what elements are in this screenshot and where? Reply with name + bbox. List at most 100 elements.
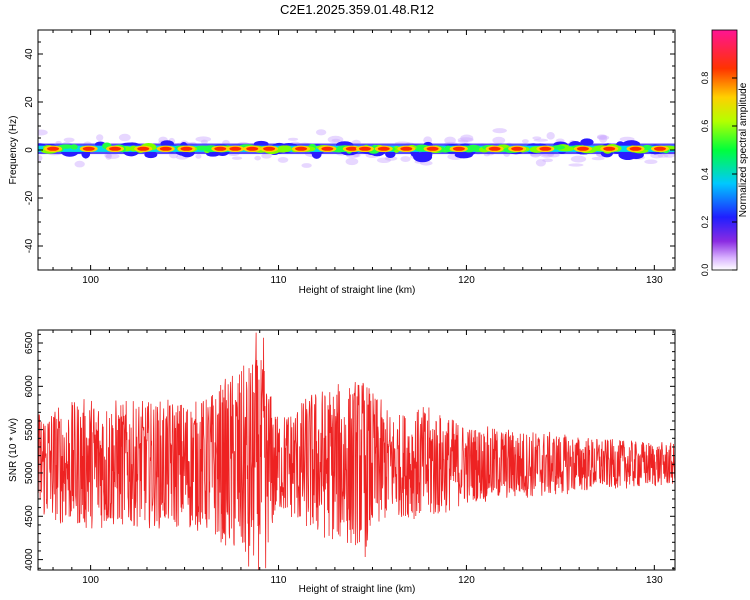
colorbar-tick-label: 0.4: [700, 168, 710, 181]
spectrogram-core-blob: [444, 145, 451, 152]
snr-xlabel: Height of straight line (km): [299, 584, 416, 595]
colorbar-tick-label: 0.8: [700, 72, 710, 85]
spectrogram-haze: [74, 160, 85, 168]
spectrogram-peak: [47, 146, 60, 151]
snr-xtick-label: 120: [458, 575, 475, 586]
spectrogram-peak: [82, 146, 95, 151]
spectrogram-panel: 100 110 120 130 40 20 0 -20 -40 Height of straig…: [8, 29, 676, 296]
snr-xtick-label: 100: [82, 575, 99, 586]
spectrogram-haze: [105, 153, 112, 160]
colorbar-label: Normalized spectral amplitude: [738, 82, 749, 217]
spectrogram-xtick-label: 100: [82, 275, 99, 286]
spectrogram-haze: [200, 139, 208, 145]
spectrogram-haze: [105, 153, 120, 159]
spectrogram-xtick-label: 130: [646, 275, 663, 286]
snr-xtick-label: 130: [646, 575, 663, 586]
spectrogram-peak: [246, 146, 259, 151]
spectrogram-band-blob: [454, 151, 473, 159]
spectrogram-peak: [452, 146, 465, 151]
snr-xtick-label: 110: [271, 575, 287, 586]
spectrogram-peak: [263, 146, 276, 151]
spectrogram-haze: [492, 136, 506, 144]
snr-panel: 100 110 120 130 4000 4500 5000 5500 6000 6500 Hei…: [8, 329, 676, 595]
spectrogram-xlabel: Height of straight line (km): [299, 285, 416, 296]
snr-ytick-label: 6500: [24, 331, 35, 354]
spectrogram-peak: [653, 146, 666, 151]
snr-ytick-label: 6000: [24, 375, 35, 398]
spectrogram-haze: [104, 153, 112, 159]
spectrogram-haze: [657, 154, 669, 158]
spectrogram-haze: [38, 155, 43, 162]
snr-series-line: [38, 332, 675, 570]
spectrogram-ytick-label: 20: [24, 96, 35, 108]
spectrogram-peak: [109, 146, 122, 151]
spectrogram-peak: [511, 146, 524, 151]
spectrogram-haze: [535, 159, 546, 167]
snr-ytick-label: 5000: [24, 461, 35, 484]
spectrogram-haze: [96, 134, 104, 142]
spectrogram-haze: [331, 138, 341, 143]
spectrogram-haze: [301, 163, 312, 168]
spectrogram-peak: [377, 146, 390, 151]
spectrogram-ytick-label: -40: [24, 238, 35, 253]
spectrogram-haze: [460, 134, 474, 142]
spectrogram-band-blob: [144, 151, 158, 159]
spectrogram-haze: [423, 136, 433, 144]
spectrogram-haze: [533, 138, 549, 142]
spectrogram-band-blob: [385, 150, 396, 158]
spectrogram-haze: [254, 155, 261, 161]
spectrogram-haze: [55, 140, 62, 145]
spectrogram-haze: [195, 154, 202, 159]
spectrogram-haze: [63, 137, 75, 143]
spectrogram-haze: [492, 128, 507, 134]
snr-ytick-label: 5500: [24, 418, 35, 441]
spectrogram-peak: [159, 146, 172, 151]
spectrogram-haze: [376, 157, 392, 163]
spectrogram-peak: [214, 146, 227, 151]
spectrogram-peak: [345, 146, 358, 151]
colorbar-tick-label: 0.2: [700, 216, 710, 229]
spectrogram-peak: [488, 146, 501, 151]
spectrogram-ytick-label: -20: [24, 190, 35, 205]
spectrogram-haze: [591, 156, 605, 161]
colorbar: 0.0 0.2 0.4 0.6 0.8 Normalized spectral ampl…: [700, 29, 749, 277]
spectrogram-haze: [400, 156, 411, 163]
spectrogram-peak: [137, 146, 150, 151]
spectrogram-peak: [180, 146, 193, 151]
spectrogram-peak: [358, 146, 371, 151]
spectrogram-haze: [195, 136, 212, 142]
snr-ytick-label: 4000: [24, 548, 35, 571]
spectrogram-peak: [229, 146, 242, 151]
spectrogram-haze: [261, 153, 272, 159]
figure-title: C2E1.2025.359.01.48.R12: [280, 2, 434, 17]
spectrogram-ytick-label: 0: [24, 147, 35, 153]
spectrogram-core-blob: [195, 145, 211, 151]
spectrogram-core-blob: [642, 144, 653, 151]
spectrogram-haze: [457, 137, 474, 143]
spectrogram-peak: [321, 146, 334, 151]
spectrogram-peak: [576, 146, 589, 151]
spectrogram-haze: [596, 134, 608, 140]
snr-ytick-label: 4500: [24, 505, 35, 528]
spectrogram-peak: [426, 146, 439, 151]
spectrogram-haze: [546, 132, 555, 140]
spectrogram-haze: [444, 136, 456, 145]
spectrogram-haze: [521, 139, 529, 144]
snr-frame: [37, 329, 676, 571]
spectrogram-ylabel: Frequency (Hz): [8, 116, 19, 185]
colorbar-tick-label: 0.0: [700, 264, 710, 277]
spectrogram-haze: [345, 157, 359, 166]
spectrogram-haze: [38, 129, 48, 136]
colorbar-tick-label: 0.6: [700, 120, 710, 133]
spectrogram-xtick-label: 110: [271, 275, 287, 286]
spectrogram-ytick-label: 40: [24, 48, 35, 60]
spectrogram-band-blob: [580, 138, 594, 146]
spectrogram-haze: [599, 135, 608, 143]
spectrogram-peak: [539, 146, 552, 151]
spectrogram-haze: [644, 159, 658, 164]
spectrogram-peak: [400, 146, 413, 151]
spectrogram-haze: [118, 133, 131, 142]
colorbar-gradient: [711, 29, 738, 271]
spectrogram-band-blob: [253, 140, 269, 148]
